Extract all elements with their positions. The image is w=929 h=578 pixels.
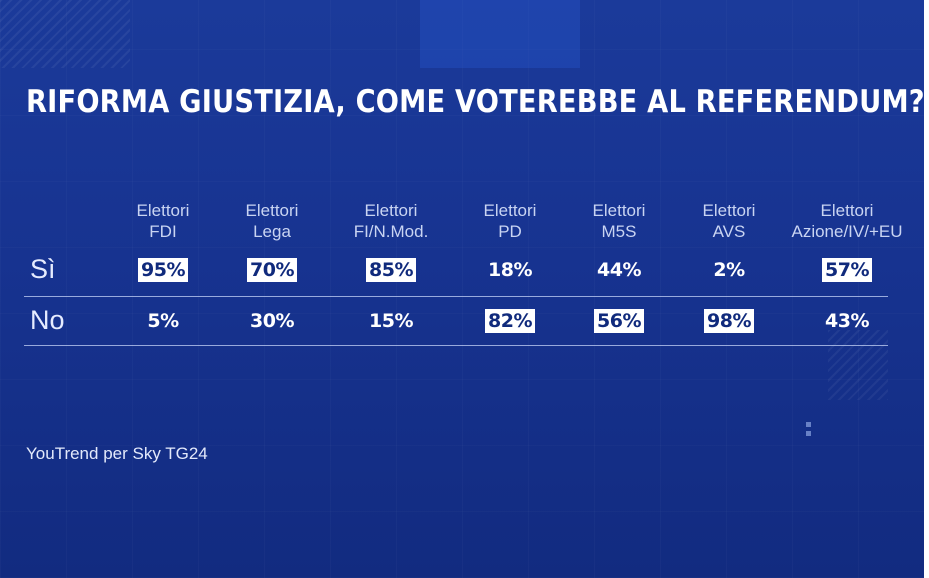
column-header: Elettori FDI — [103, 200, 223, 242]
value-cell: 70% — [212, 258, 332, 282]
value-cell: 18% — [450, 258, 570, 282]
column-header: Elettori FI/N.Mod. — [331, 200, 451, 242]
value-label: 44% — [597, 259, 641, 281]
column-header-party: FDI — [149, 222, 177, 241]
value-label: 43% — [825, 310, 869, 332]
value-label: 85% — [366, 258, 416, 282]
value-label: 56% — [594, 309, 644, 333]
value-label: 95% — [138, 258, 188, 282]
value-label: 2% — [713, 259, 745, 281]
value-cell: 85% — [331, 258, 451, 282]
column-header-party: M5S — [601, 222, 637, 241]
value-cell: 98% — [669, 309, 789, 333]
column-header-party: PD — [498, 222, 522, 241]
value-cell: 43% — [787, 309, 907, 333]
column-header-line: Elettori — [483, 201, 537, 220]
decorative-hatch-right — [828, 330, 888, 400]
value-cell: 95% — [103, 258, 223, 282]
row-divider — [24, 345, 888, 346]
column-header-line: Elettori — [245, 201, 299, 220]
value-label: 70% — [247, 258, 297, 282]
value-label: 98% — [704, 309, 754, 333]
value-label: 57% — [822, 258, 872, 282]
column-header-line: Elettori — [136, 201, 190, 220]
column-header: Elettori M5S — [559, 200, 679, 242]
row-label: Sì — [30, 254, 56, 284]
value-label: 30% — [250, 310, 294, 332]
decorative-glow — [420, 0, 580, 68]
value-cell: 5% — [103, 309, 223, 333]
column-header: Elettori AVS — [669, 200, 789, 242]
value-cell: 15% — [331, 309, 451, 333]
chart-title: RIFORMA GIUSTIZIA, COME VOTEREBBE AL REF… — [26, 84, 924, 120]
column-header-line: Elettori — [592, 201, 646, 220]
right-border — [924, 0, 929, 578]
value-cell: 30% — [212, 309, 332, 333]
decorative-hatch — [0, 0, 130, 68]
column-header-party: Lega — [253, 222, 291, 241]
column-header-party: Azione/IV/+EU — [791, 222, 903, 241]
column-header: Elettori Azione/IV/+EU — [787, 200, 907, 242]
value-cell: 82% — [450, 309, 570, 333]
value-cell: 56% — [559, 309, 679, 333]
value-cell: 44% — [559, 258, 679, 282]
row-label: No — [30, 305, 65, 335]
source-note: YouTrend per Sky TG24 — [26, 444, 208, 463]
value-label: 15% — [369, 310, 413, 332]
column-header-party: FI/N.Mod. — [353, 222, 429, 241]
value-label: 5% — [147, 310, 179, 332]
row-divider — [24, 296, 888, 297]
column-header-line: Elettori — [364, 201, 418, 220]
value-cell: 2% — [669, 258, 789, 282]
decorative-dots — [806, 422, 812, 440]
value-label: 18% — [488, 259, 532, 281]
column-header: Elettori Lega — [212, 200, 332, 242]
column-header-party: AVS — [712, 222, 746, 241]
value-cell: 57% — [787, 258, 907, 282]
value-label: 82% — [485, 309, 535, 333]
column-header-line: Elettori — [702, 201, 756, 220]
column-header-line: Elettori — [820, 201, 874, 220]
column-header: Elettori PD — [450, 200, 570, 242]
